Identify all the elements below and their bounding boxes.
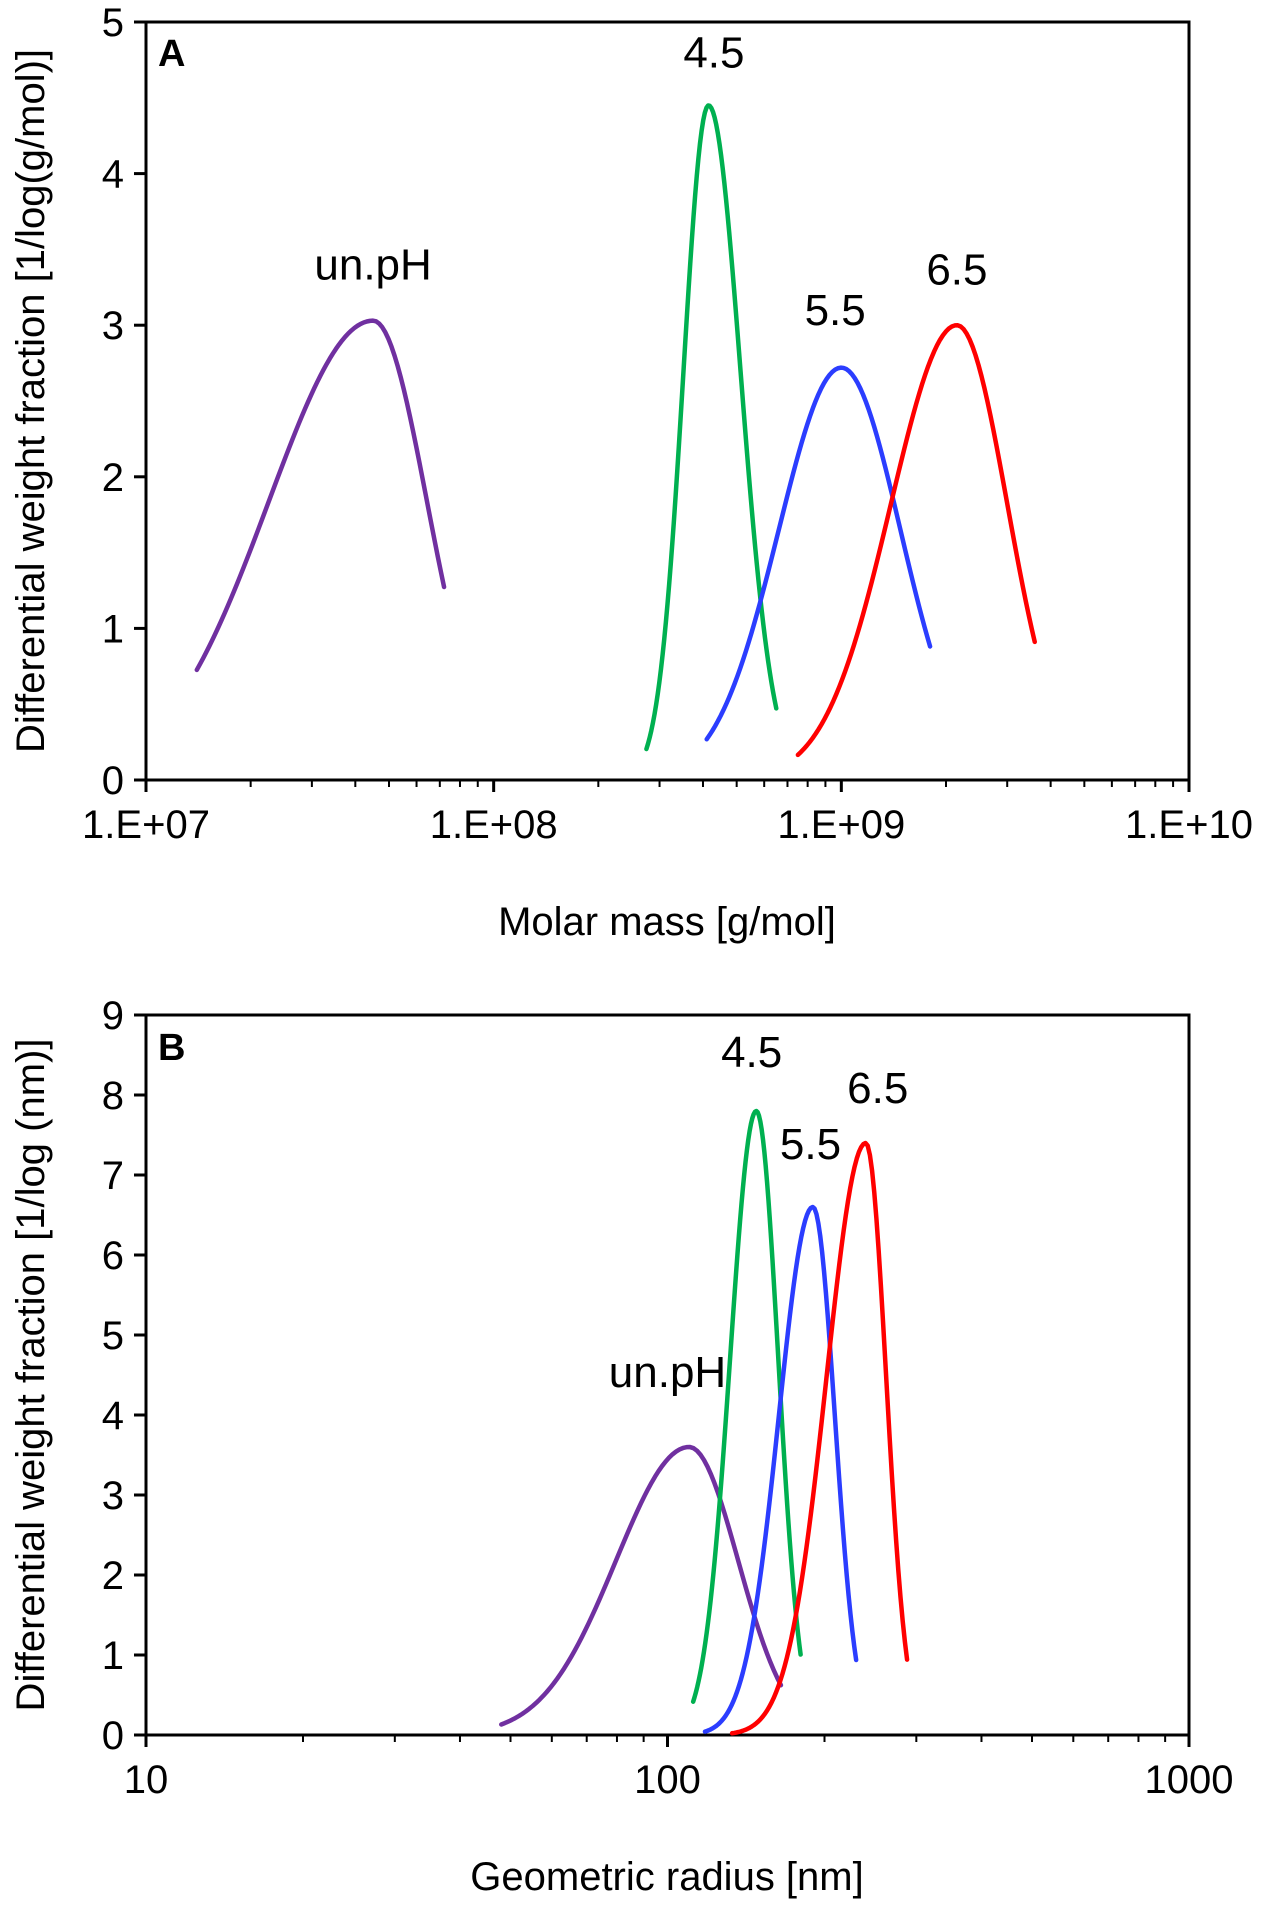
y-tick-label-b-0: 0 xyxy=(102,1714,124,1758)
panel-letter-a: A xyxy=(158,33,185,75)
series-label-b-2: 5.5 xyxy=(780,1120,841,1169)
series-lines-a xyxy=(194,103,1037,758)
series-label-b-3: 6.5 xyxy=(847,1064,908,1113)
tick-marks-a xyxy=(134,20,1191,792)
y-tick-label-a-4: 4 xyxy=(102,153,124,197)
panel-letter-b: B xyxy=(158,1027,185,1069)
series-labels-b: un.pH 4.5 5.56.5 xyxy=(609,1028,909,1397)
series-label-a-0: un.pH xyxy=(314,241,431,290)
chart-panel-b: 0 1 2 3 4 5 6 7 8 9 10 100 1000 un.pH 4.5 5.56.5 B Geo… xyxy=(9,994,1233,1899)
x-tick-label-a-3: 1.E+10 xyxy=(1125,803,1253,847)
x-axis-title-a: Molar mass [g/mol] xyxy=(498,900,836,944)
chart-panel-a: 0 1 2 3 4 5 1.E+07 1.E+08 1.E+09 1.E+10 un.pH 4.5 5… xyxy=(9,1,1253,944)
x-tick-label-a-0: 1.E+07 xyxy=(82,803,210,847)
y-tick-label-b-7: 7 xyxy=(102,1154,124,1198)
x-tick-label-a-2: 1.E+09 xyxy=(777,803,905,847)
series-label-a-3: 6.5 xyxy=(926,245,987,294)
y-tick-label-b-4: 4 xyxy=(102,1394,124,1438)
y-tick-label-b-6: 6 xyxy=(102,1234,124,1278)
series-line-b-0 xyxy=(499,1444,784,1727)
y-tick-label-b-5: 5 xyxy=(102,1314,124,1358)
tick-marks-b xyxy=(134,1013,1191,1747)
y-tick-label-b-3: 3 xyxy=(102,1474,124,1518)
series-line-a-1 xyxy=(644,103,779,752)
series-label-b-1: 4.5 xyxy=(721,1028,782,1077)
y-axis-title-b: Differential weight fraction [1/log (nm)… xyxy=(9,1039,53,1712)
plot-frame-a xyxy=(144,20,1191,782)
series-line-a-2 xyxy=(704,365,933,742)
x-tick-label-b-0: 10 xyxy=(124,1758,169,1802)
series-line-a-0 xyxy=(194,318,447,673)
y-axis-title-a: Differential weight fraction [1/log(g/mo… xyxy=(9,49,53,753)
x-tick-label-b-2: 1000 xyxy=(1145,1758,1234,1802)
series-labels-a: un.pH 4.5 5.5 6.5 xyxy=(314,28,987,335)
x-axis-title-b: Geometric radius [nm] xyxy=(470,1855,863,1899)
tick-labels-a: 0 1 2 3 4 5 1.E+07 1.E+08 1.E+09 1.E+10 xyxy=(82,1,1253,847)
y-tick-label-b-2: 2 xyxy=(102,1554,124,1598)
series-label-a-2: 5.5 xyxy=(805,286,866,335)
series-line-b-2 xyxy=(702,1204,859,1734)
y-tick-label-a-1: 1 xyxy=(102,607,124,651)
y-tick-label-a-3: 3 xyxy=(102,304,124,348)
series-label-a-1: 4.5 xyxy=(683,28,744,77)
series-line-a-3 xyxy=(795,323,1037,758)
y-tick-label-a-2: 2 xyxy=(102,456,124,500)
y-tick-label-a-5: 5 xyxy=(102,1,124,45)
y-tick-label-b-1: 1 xyxy=(102,1634,124,1678)
series-lines-b xyxy=(499,1108,910,1736)
series-line-b-3 xyxy=(729,1140,910,1736)
tick-labels-b: 0 1 2 3 4 5 6 7 8 9 10 100 1000 xyxy=(102,994,1234,1802)
y-tick-label-b-9: 9 xyxy=(102,994,124,1038)
y-tick-label-b-8: 8 xyxy=(102,1074,124,1118)
series-label-b-0: un.pH xyxy=(609,1348,726,1397)
y-tick-label-a-0: 0 xyxy=(102,759,124,803)
x-tick-label-b-1: 100 xyxy=(634,1758,701,1802)
series-line-b-1 xyxy=(690,1108,803,1704)
x-tick-label-a-1: 1.E+08 xyxy=(430,803,558,847)
